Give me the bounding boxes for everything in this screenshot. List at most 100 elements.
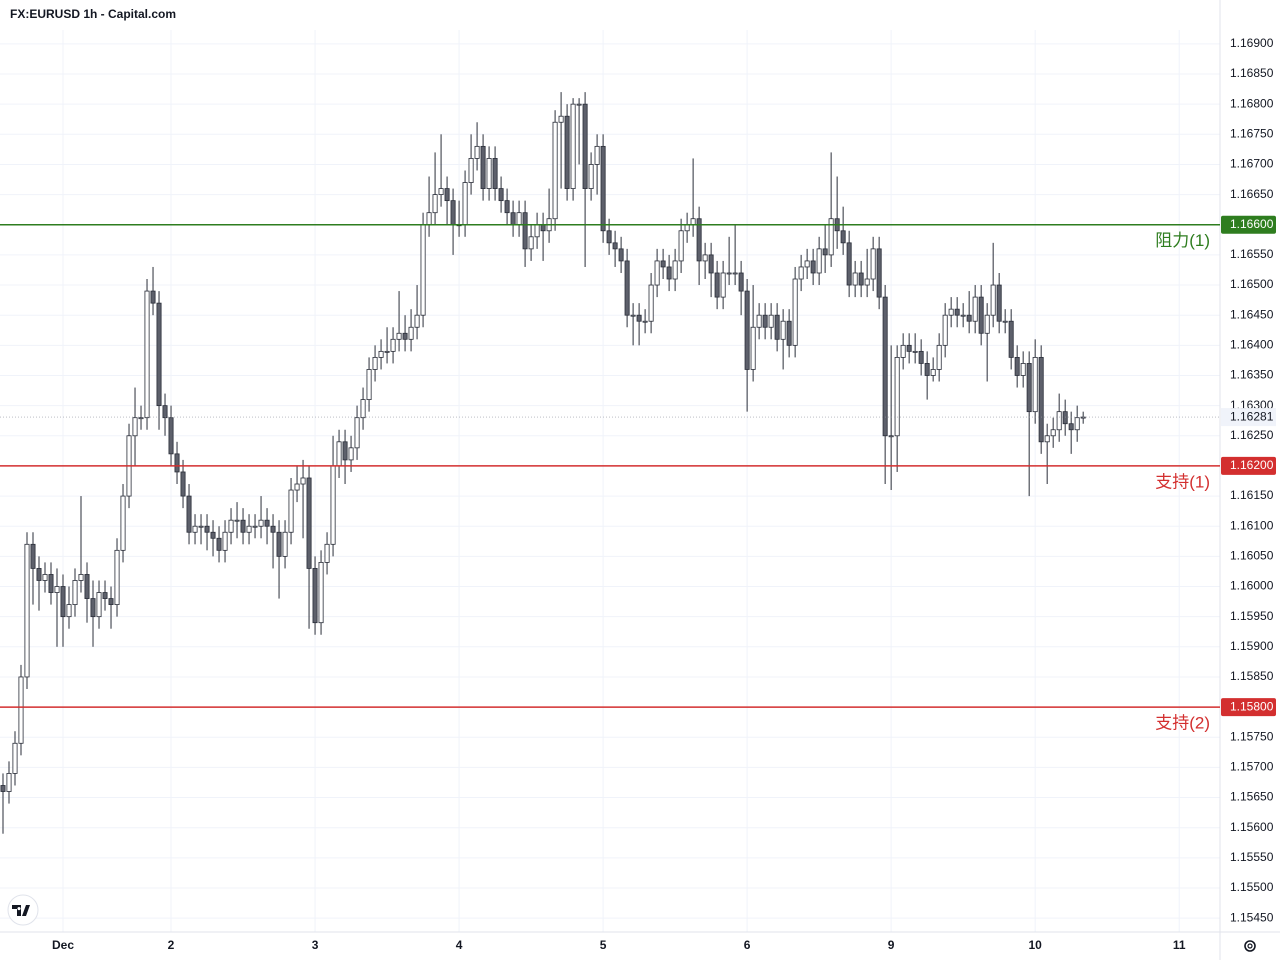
candles (0, 92, 1086, 834)
candle-body (180, 471, 186, 497)
candle-body (516, 212, 522, 226)
level-price-label: 1.16600 (1230, 217, 1274, 231)
level-price-tag (1221, 215, 1276, 234)
candle-body (696, 218, 702, 262)
candle-body (222, 531, 228, 551)
candle-body (480, 145, 486, 189)
candle-body (198, 525, 204, 528)
candle-body (702, 254, 708, 262)
candle-body (306, 477, 312, 569)
candle-body (606, 230, 612, 244)
candle-body (66, 604, 72, 618)
candle-body (540, 224, 546, 232)
candle-body (768, 314, 774, 328)
candle-body (672, 260, 678, 280)
candle-body (828, 218, 834, 256)
candle-body (294, 483, 300, 491)
candle-body (684, 224, 690, 232)
candle-body (168, 417, 174, 455)
candle-body (1032, 356, 1038, 413)
candle-body (312, 568, 318, 624)
candle-body (426, 212, 432, 226)
candle-body (174, 453, 180, 473)
candle-body (210, 531, 216, 539)
candle-body (882, 296, 888, 437)
candle-body (972, 296, 978, 322)
level-name: 阻力(1) (1155, 231, 1210, 250)
candle-body (930, 369, 936, 376)
candle-body (948, 308, 954, 316)
y-tick-label: 1.15550 (1230, 850, 1274, 864)
level-name: 支持(2) (1155, 714, 1210, 733)
candle-body (288, 489, 294, 533)
candle-body (246, 525, 252, 533)
candle-body (468, 158, 474, 183)
candle-body (12, 742, 18, 774)
candle-body (840, 230, 846, 244)
candle-body (366, 369, 372, 401)
x-tick-label: 10 (1028, 938, 1042, 952)
candle-body (1068, 423, 1074, 431)
y-tick-label: 1.16550 (1230, 247, 1274, 261)
candle-body (24, 543, 30, 678)
candle-body (810, 260, 816, 274)
candle-body (228, 519, 234, 533)
candle-body (192, 525, 198, 533)
candle-body (750, 326, 756, 370)
tv-logo[interactable] (7, 894, 39, 926)
candle-body (906, 344, 912, 352)
candle-body (96, 592, 102, 618)
candle-body (504, 200, 510, 214)
candle-body (108, 598, 114, 606)
settings-gear[interactable] (1244, 940, 1256, 952)
candle-body (60, 586, 66, 618)
candle-body (234, 519, 240, 522)
candle-body (942, 314, 948, 346)
candle-body (1062, 411, 1068, 425)
candle-body (618, 248, 624, 262)
candle-body (984, 314, 990, 334)
level-name: 支持(1) (1155, 472, 1210, 491)
candle-body (558, 115, 564, 123)
candle-body (444, 188, 450, 202)
candle-body (876, 248, 882, 298)
candle-body (132, 417, 138, 437)
candle-body (666, 266, 672, 280)
candle-body (1008, 320, 1014, 358)
candle-body (114, 549, 120, 606)
y-tick-label: 1.16900 (1230, 36, 1274, 50)
candle-body (354, 417, 360, 449)
candle-body (186, 495, 192, 533)
candle-body (282, 531, 288, 557)
candle-body (642, 320, 648, 323)
candle-body (378, 350, 384, 358)
y-tick-label: 1.16850 (1230, 66, 1274, 80)
candle-body (852, 272, 858, 286)
candle-body (534, 224, 540, 238)
candle-body (498, 188, 504, 202)
y-tick-label: 1.16800 (1230, 96, 1274, 110)
candle-body (858, 272, 864, 286)
y-tick-label: 1.16400 (1230, 338, 1274, 352)
candle-body (564, 115, 570, 189)
candle-body (600, 145, 606, 232)
candle-body (384, 350, 390, 353)
level-price-label: 1.16200 (1230, 458, 1274, 472)
y-tick-label: 1.16450 (1230, 307, 1274, 321)
candle-body (414, 314, 420, 328)
candle-body (216, 537, 222, 551)
candle-body (636, 314, 642, 322)
candle-body (918, 350, 924, 364)
candle-body (300, 477, 306, 485)
candle-body (804, 260, 810, 268)
candle-body (960, 314, 966, 317)
y-tick-label: 1.16350 (1230, 368, 1274, 382)
candle-body (846, 242, 852, 286)
candle-body (462, 182, 468, 226)
candle-body (1014, 356, 1020, 376)
candle-body (324, 543, 330, 563)
candle-body (138, 417, 144, 420)
candle-body (588, 164, 594, 189)
candle-body (786, 320, 792, 346)
